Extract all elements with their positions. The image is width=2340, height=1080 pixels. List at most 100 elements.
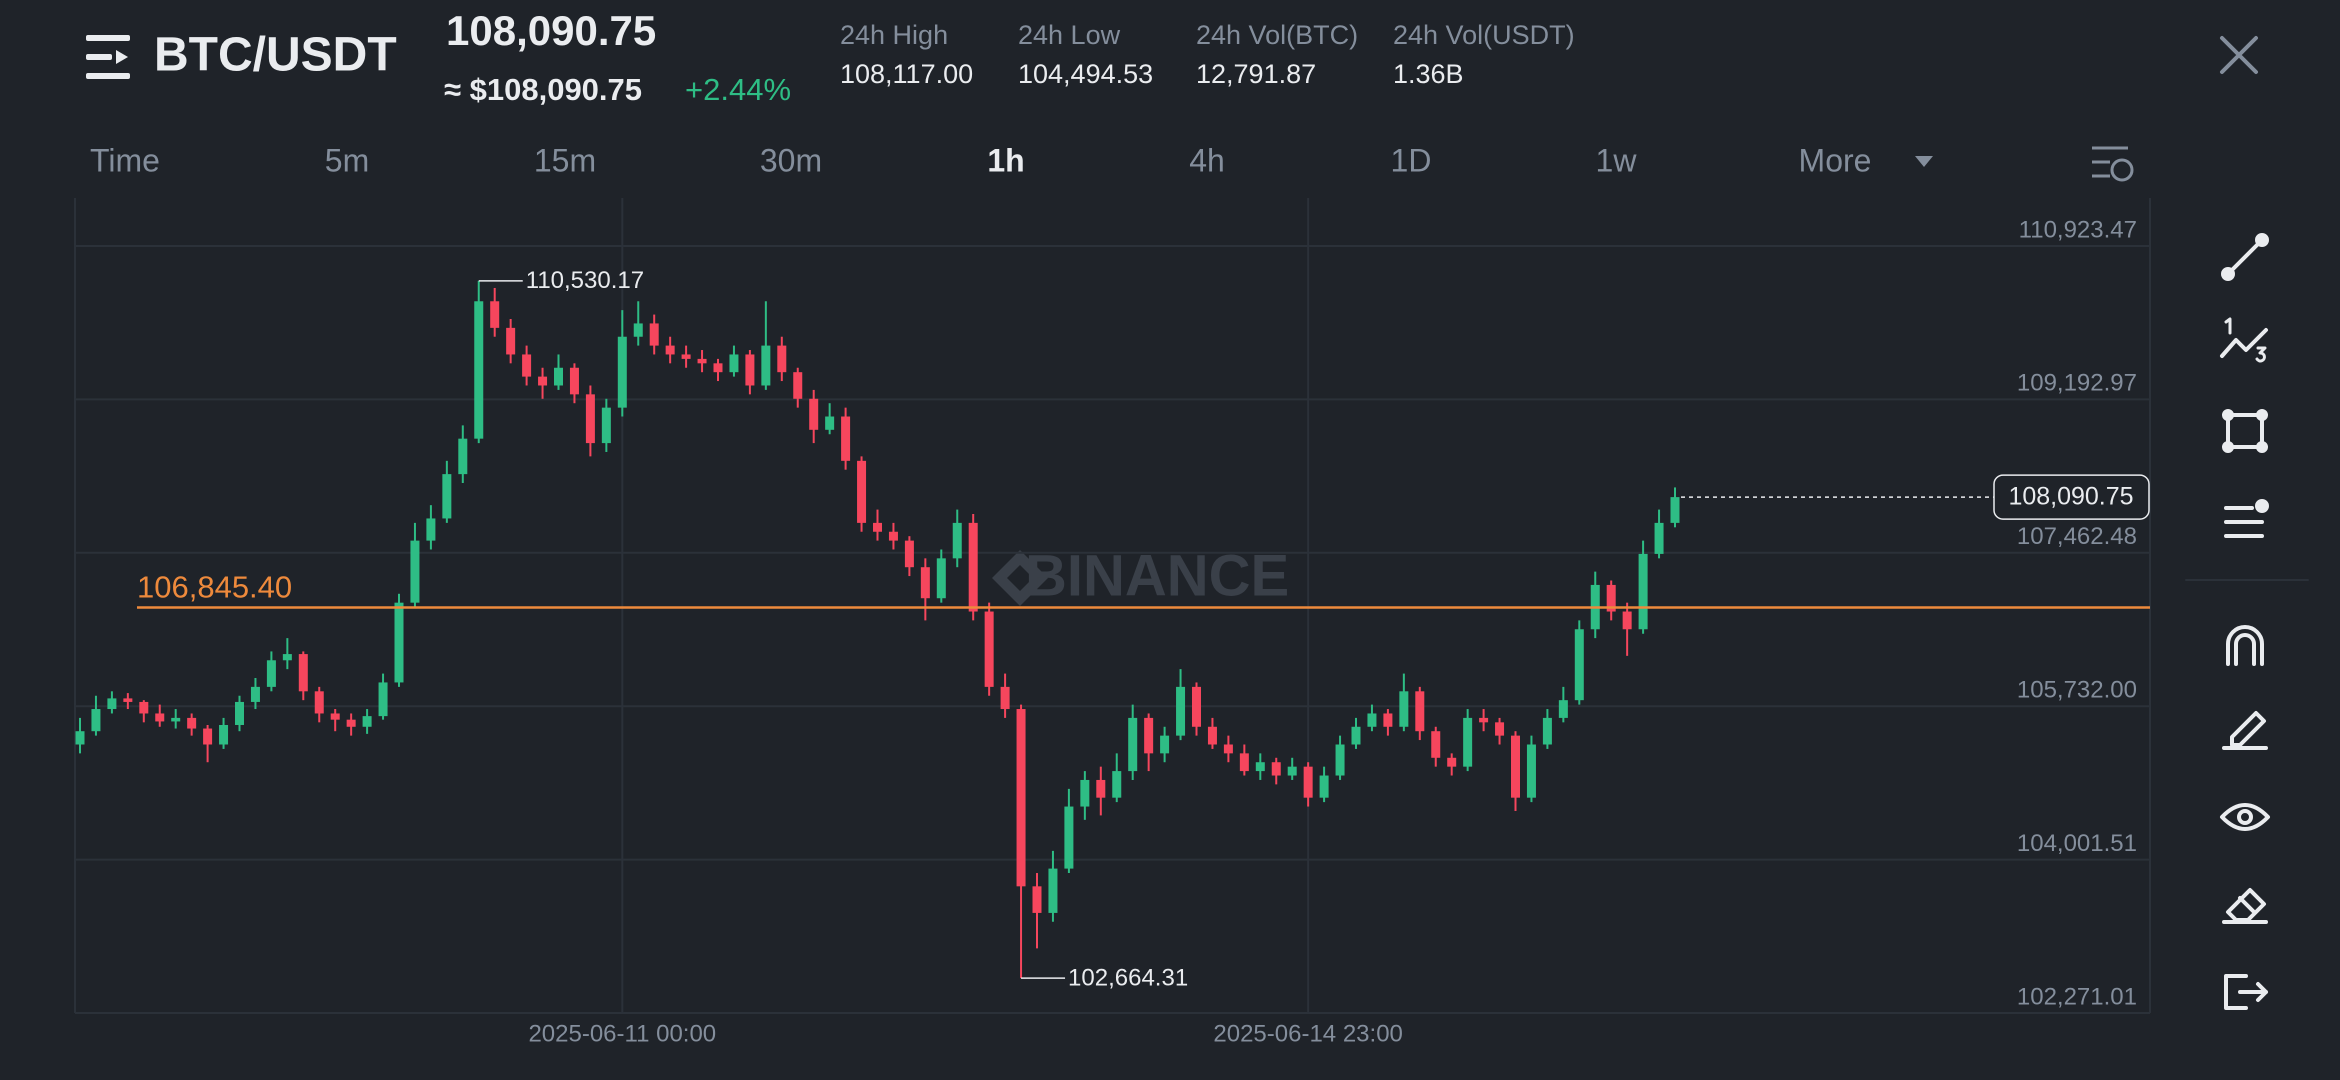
- candle-body: [107, 698, 117, 710]
- candle-body: [1654, 522, 1664, 554]
- candle-body: [1303, 766, 1313, 798]
- candle-body: [235, 701, 244, 725]
- candle-body: [984, 611, 994, 687]
- candle-body: [522, 354, 532, 377]
- candle-body: [1415, 691, 1425, 732]
- x-tick-label: 2025-06-14 23:00: [1213, 1020, 1403, 1047]
- candle-body: [219, 724, 229, 745]
- candle-body: [91, 709, 101, 732]
- candle-body: [378, 682, 388, 717]
- candle-body: [1558, 700, 1568, 718]
- last-price-box: [1993, 474, 2150, 520]
- candle-body: [266, 660, 276, 687]
- candle-body: [1431, 731, 1441, 758]
- shape-tool[interactable]: [2222, 409, 2268, 453]
- candle-body: [426, 518, 436, 541]
- stat-label: 24h Low: [1018, 20, 1121, 50]
- candle-body: [1351, 726, 1361, 745]
- candle-body: [298, 654, 308, 692]
- candle-body: [410, 540, 420, 603]
- candle-body: [1447, 757, 1457, 767]
- timeframe-tab[interactable]: Time: [90, 142, 160, 178]
- candle-body: [713, 363, 723, 373]
- timeframe-tab[interactable]: 5m: [325, 142, 369, 178]
- pair[interactable]: BTC/USDT: [154, 29, 397, 82]
- candle-body: [1479, 717, 1489, 723]
- timeframe-tab[interactable]: 1h: [987, 142, 1024, 178]
- toolbar: [2185, 233, 2309, 1010]
- candle-body: [1128, 717, 1138, 772]
- candle-body: [968, 522, 978, 612]
- candle-body: [585, 394, 595, 444]
- timeframe-tab[interactable]: 1D: [1391, 142, 1432, 178]
- candle-body: [569, 367, 579, 395]
- candle-body: [1255, 762, 1265, 772]
- pen-tool[interactable]: [2222, 711, 2268, 750]
- timeframe-tab[interactable]: 15m: [534, 142, 596, 178]
- chart: 102,271.01 104,001.51 105,732.00 107,462.48…: [75, 198, 2150, 1047]
- stat-value: 108,117.00: [840, 59, 973, 89]
- magnet-tool[interactable]: [2226, 625, 2264, 666]
- eraser-tool[interactable]: [2222, 888, 2268, 924]
- stat-value: 1.36B: [1393, 59, 1464, 89]
- trend-line-tool[interactable]: [2221, 233, 2269, 281]
- chart-settings[interactable]: [2092, 146, 2134, 182]
- candle-body: [904, 540, 914, 568]
- close-button[interactable]: [2220, 36, 2258, 74]
- candle-body: [665, 345, 675, 355]
- candle-body: [1526, 744, 1536, 798]
- candle-body: [314, 691, 324, 714]
- timeframe-tab[interactable]: More: [1799, 142, 1872, 178]
- candle-body: [1670, 497, 1680, 523]
- candle-body: [841, 416, 851, 461]
- candle-body: [1367, 713, 1377, 727]
- candle-body: [1511, 735, 1520, 798]
- candle-body: [250, 686, 260, 702]
- stat-label: 24h High: [840, 20, 948, 50]
- price-usd: ≈ $108,090.75: [444, 72, 642, 107]
- change: +2.44%: [685, 72, 791, 107]
- max-label: 110,530.17: [526, 267, 644, 294]
- candle-body: [1112, 771, 1122, 798]
- fib-tool[interactable]: [2220, 317, 2268, 363]
- candle-body: [1000, 686, 1010, 710]
- candle-body: [155, 713, 165, 722]
- candle-body: [139, 701, 149, 714]
- candle-body: [888, 531, 898, 541]
- candle-body: [649, 323, 659, 346]
- timeframe-tab[interactable]: 4h: [1189, 142, 1225, 178]
- y-tick-label: 104,001.51: [2017, 830, 2137, 857]
- timeframe-tab[interactable]: 30m: [760, 142, 822, 178]
- stat-label: 24h Vol(BTC): [1196, 20, 1358, 50]
- candle-body: [729, 354, 739, 373]
- candle-body: [777, 345, 787, 373]
- candle-body: [330, 713, 340, 720]
- timeframe-tab[interactable]: 1w: [1596, 142, 1638, 178]
- candle-body: [873, 522, 882, 532]
- menu-icon[interactable]: [86, 35, 130, 79]
- candle-body: [187, 717, 197, 729]
- price-line-label: 106,845.40: [137, 570, 292, 605]
- stat-value: 104,494.53: [1018, 59, 1153, 89]
- candle-body: [75, 731, 85, 745]
- candle-body: [474, 301, 484, 439]
- text-tool[interactable]: [2224, 499, 2269, 538]
- visibility-tool[interactable]: [2220, 803, 2270, 831]
- x-tick-label: 2025-06-11 00:00: [528, 1020, 716, 1047]
- candle-body: [1048, 868, 1058, 913]
- candle-body: [1032, 886, 1042, 913]
- candle-body: [1271, 762, 1281, 776]
- candle-body: [697, 358, 707, 364]
- candle-body: [394, 602, 404, 683]
- candle-body: [952, 522, 962, 559]
- candle-body: [633, 323, 643, 337]
- y-tick-label: 105,732.00: [2017, 677, 2137, 704]
- candle-body: [538, 376, 548, 386]
- more-arrow[interactable]: [1915, 156, 1933, 167]
- exit-tool[interactable]: [2224, 974, 2268, 1010]
- candle-body: [1319, 775, 1329, 798]
- candle-body: [761, 345, 771, 386]
- candle-body: [601, 407, 611, 444]
